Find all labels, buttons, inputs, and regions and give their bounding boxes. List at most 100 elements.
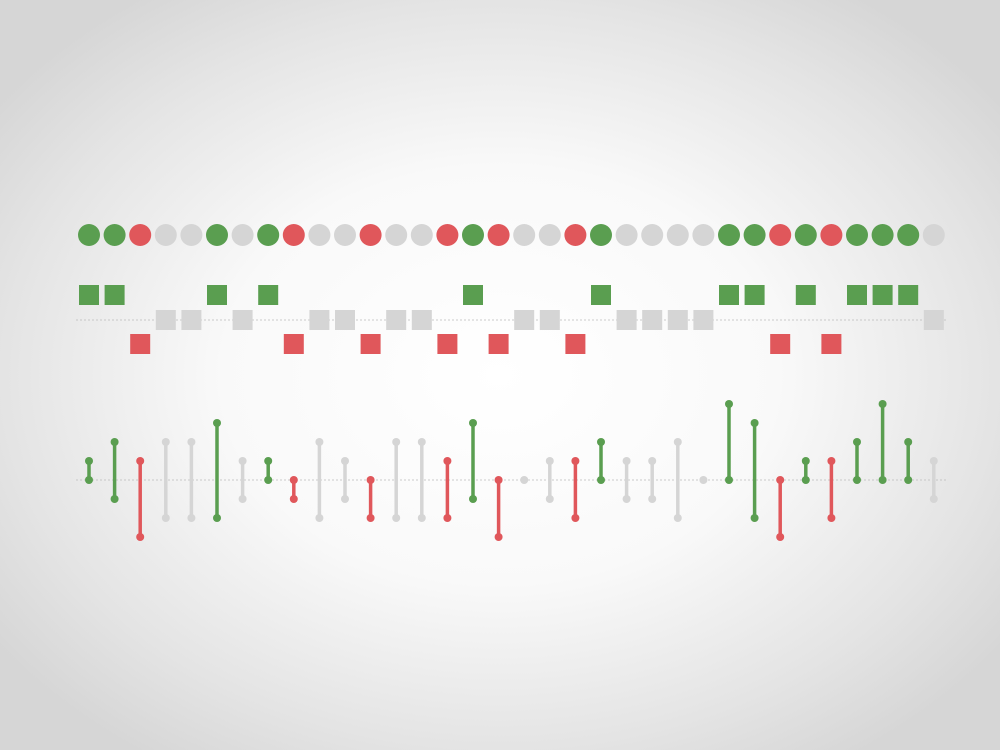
outcome-dot <box>846 224 868 246</box>
range-bar-top-cap <box>622 457 631 465</box>
outcome-dot <box>129 224 152 246</box>
outcome-square <box>616 310 637 330</box>
range-bar-top-cap <box>315 438 324 446</box>
outcome-dot <box>820 224 843 246</box>
outcome-square <box>565 334 586 354</box>
outcome-square <box>335 310 355 330</box>
range-bar-bottom-cap <box>750 514 759 522</box>
range-bar-top-cap <box>725 400 733 408</box>
outcome-square <box>667 310 688 330</box>
range-bar-top-cap <box>648 457 657 465</box>
range-bar-bottom-cap <box>443 514 452 522</box>
outcome-square <box>642 310 663 330</box>
range-bar-top-cap <box>161 438 170 446</box>
range-bar-bottom-cap <box>494 533 503 541</box>
outcome-dot <box>462 224 484 246</box>
outcome-dot <box>692 224 715 246</box>
outcome-square <box>821 334 842 354</box>
range-bar-top-cap <box>571 457 580 465</box>
outcome-dot <box>359 224 382 246</box>
range-bar-bottom-cap <box>264 476 273 484</box>
range-bar-bottom-cap <box>187 514 196 522</box>
range-bar-top-cap <box>417 438 426 446</box>
range-bar-bottom-cap <box>878 476 887 484</box>
outcome-square <box>923 310 944 330</box>
range-bar-bottom-cap <box>161 514 170 522</box>
outcome-dot <box>282 224 305 246</box>
range-bar-bottom-cap <box>853 476 861 484</box>
range-bar-top-cap <box>136 457 145 465</box>
outcome-dot <box>641 224 664 246</box>
range-bar-top-cap <box>827 457 836 465</box>
outcome-square <box>232 310 253 330</box>
range-bar-top-cap <box>366 476 375 484</box>
outcome-square <box>847 285 867 305</box>
range-bar-top-cap <box>673 438 682 446</box>
outcome-dot <box>206 224 228 246</box>
range-bar-bottom-cap <box>289 495 298 503</box>
outcome-square <box>463 285 483 305</box>
outcome-dot <box>513 224 536 246</box>
outcome-dot <box>743 224 766 246</box>
outcome-square <box>591 285 611 305</box>
outcome-square <box>872 285 893 305</box>
range-bar-top-cap <box>392 438 401 446</box>
range-bar-bottom-cap <box>392 514 401 522</box>
range-bar-bottom-cap <box>238 495 247 503</box>
range-bar-top-cap <box>545 457 554 465</box>
range-bar-top-cap <box>238 457 247 465</box>
outcome-dot <box>103 224 126 246</box>
range-bar-top-cap <box>853 438 861 446</box>
range-bar-bottom-cap <box>929 495 938 503</box>
range-bar-top-cap <box>289 476 298 484</box>
outcome-square <box>130 334 151 354</box>
range-bar-top-cap <box>264 457 273 465</box>
range-bar-top-cap <box>341 457 349 465</box>
range-bar-bottom-cap <box>622 495 631 503</box>
range-bar-bottom-cap <box>341 495 349 503</box>
range-bar-bottom-cap <box>85 476 93 484</box>
outcome-square <box>488 334 509 354</box>
range-bar-bottom-cap <box>545 495 554 503</box>
range-bar-top-cap <box>597 438 605 446</box>
outcome-square <box>411 310 432 330</box>
outcome-square <box>207 285 227 305</box>
outcome-dot <box>385 224 408 246</box>
outcome-dot <box>334 224 356 246</box>
range-bar-bottom-cap <box>315 514 324 522</box>
outcome-square <box>258 285 279 305</box>
range-bar-top-cap <box>776 476 785 484</box>
outcome-dot <box>769 224 792 246</box>
outcome-dot <box>871 224 894 246</box>
range-bar-top-cap <box>750 419 759 427</box>
outcome-square <box>437 334 458 354</box>
outcome-dot <box>154 224 177 246</box>
range-bar-bottom-cap <box>597 476 605 484</box>
range-bar-top-cap <box>85 457 93 465</box>
range-bar-bottom-cap <box>801 476 810 484</box>
outcome-square <box>719 285 739 305</box>
range-bar-top-cap <box>110 438 119 446</box>
outcome-dot <box>78 224 100 246</box>
outcome-dot <box>180 224 203 246</box>
range-bar-bottom-cap <box>776 533 785 541</box>
range-bar-top-cap <box>469 419 477 427</box>
range-bar-top-cap <box>443 457 452 465</box>
outcome-dot <box>487 224 510 246</box>
range-bar-top-cap <box>929 457 938 465</box>
outcome-dot <box>410 224 433 246</box>
outcome-square <box>770 334 791 354</box>
outcome-square <box>386 310 407 330</box>
outcome-dot <box>231 224 254 246</box>
range-bar-top-cap <box>904 438 913 446</box>
outcome-dot <box>718 224 740 246</box>
range-bar-bottom-cap <box>469 495 477 503</box>
range-bar-bottom-cap <box>366 514 375 522</box>
outcome-square <box>181 310 202 330</box>
outcome-square <box>898 285 919 305</box>
range-bar-bottom-cap <box>110 495 119 503</box>
range-bar-bottom-cap <box>648 495 657 503</box>
outcome-square <box>744 285 765 305</box>
